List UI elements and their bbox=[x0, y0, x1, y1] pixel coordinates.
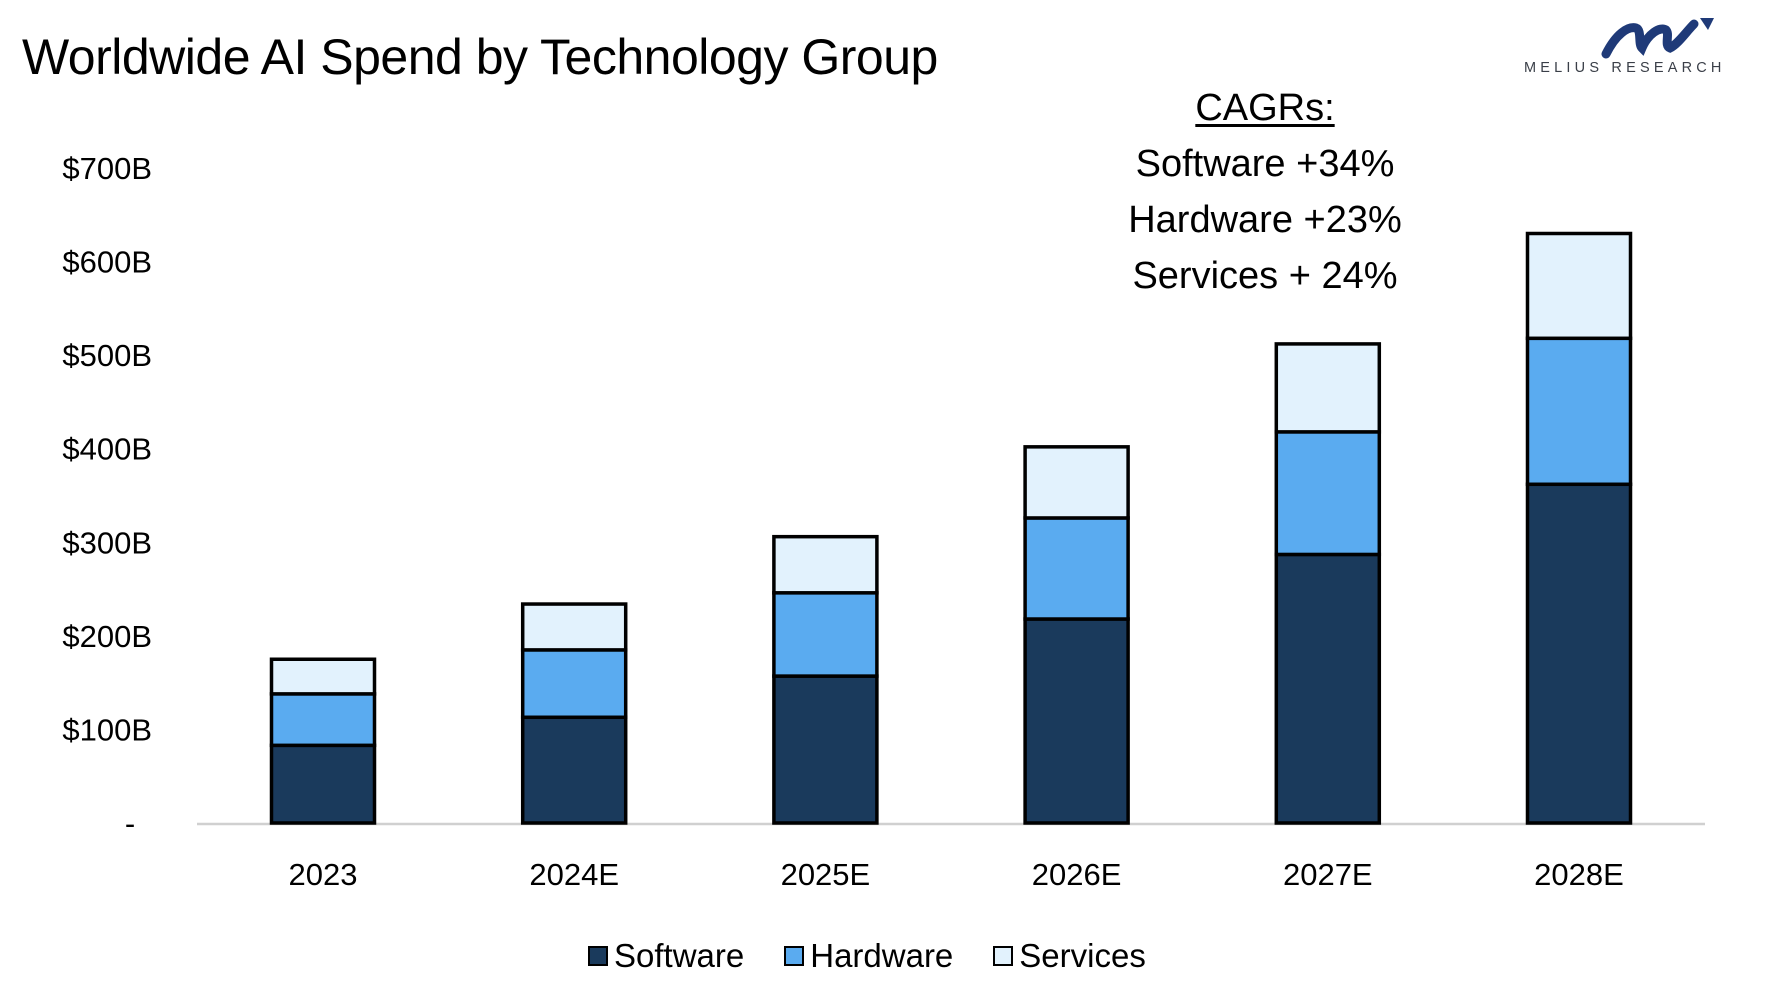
cagr-hardware: Hardware +23% bbox=[1128, 199, 1402, 241]
cagr-software: Software +34% bbox=[1135, 143, 1395, 185]
y-tick-label: $700B bbox=[62, 151, 152, 186]
x-tick-label: 2024E bbox=[529, 857, 619, 892]
legend-item-services: Services bbox=[993, 937, 1146, 975]
cagr-services: Services + 24% bbox=[1132, 255, 1398, 297]
legend-label-hardware: Hardware bbox=[810, 937, 954, 974]
x-tick-label: 2026E bbox=[1032, 857, 1122, 892]
chart-title: Worldwide AI Spend by Technology Group bbox=[22, 29, 938, 85]
x-tick-label: 2023 bbox=[289, 857, 358, 892]
legend-label-software: Software bbox=[614, 937, 745, 974]
bar-segment-hardware bbox=[1525, 336, 1633, 487]
bar-segment-software bbox=[1023, 617, 1130, 825]
bar-segment-hardware bbox=[269, 692, 377, 748]
bar-segment-software bbox=[1525, 482, 1633, 825]
logo-text: MELIUS RESEARCH bbox=[1524, 60, 1726, 76]
bar-group-2027E bbox=[1274, 342, 1382, 825]
bar-group-2023 bbox=[269, 657, 377, 825]
bar-group-2025E bbox=[772, 534, 879, 825]
x-tick-label: 2027E bbox=[1283, 857, 1373, 892]
cagr-annotation: CAGRs: Software +34% Hardware +23% Servi… bbox=[1080, 80, 1450, 304]
y-axis: - $100B $200B $300B $400B $500B $600B $700B bbox=[62, 151, 152, 841]
y-tick-label: $200B bbox=[62, 619, 152, 654]
y-tick-label: $100B bbox=[62, 712, 152, 747]
y-tick-label: $300B bbox=[62, 525, 152, 560]
legend-swatch-services bbox=[993, 946, 1014, 966]
x-axis: 2023 2024E 2025E 2026E 2027E 2028E bbox=[289, 857, 1624, 892]
bar-group-2028E bbox=[1525, 231, 1633, 825]
bar-segment-services bbox=[269, 657, 377, 696]
cagr-heading: CAGRs: bbox=[1195, 87, 1335, 129]
bar-segment-software bbox=[1274, 552, 1382, 825]
y-tick-label: $400B bbox=[62, 432, 152, 467]
bar-group-2026E bbox=[1023, 445, 1130, 825]
legend-item-software: Software bbox=[588, 937, 744, 975]
bar-segment-software bbox=[269, 743, 377, 825]
bar-segment-hardware bbox=[520, 648, 628, 720]
x-tick-label: 2025E bbox=[781, 857, 871, 892]
legend-label-services: Services bbox=[1019, 937, 1146, 974]
x-tick-label: 2028E bbox=[1534, 857, 1624, 892]
bar-segment-hardware bbox=[1274, 430, 1382, 557]
bar-segment-services bbox=[1274, 342, 1382, 434]
y-tick-label: - bbox=[125, 806, 135, 841]
bar-segment-services bbox=[1023, 445, 1130, 520]
bar-segment-software bbox=[520, 715, 628, 825]
bars bbox=[269, 231, 1633, 825]
bar-segment-services bbox=[520, 602, 628, 652]
bar-segment-software bbox=[772, 674, 879, 825]
bar-segment-services bbox=[772, 534, 879, 595]
melius-logo-icon bbox=[1601, 18, 1714, 59]
legend: Software Hardware Services bbox=[588, 937, 1186, 975]
y-tick-label: $600B bbox=[62, 245, 152, 280]
y-tick-label: $500B bbox=[62, 338, 152, 373]
legend-swatch-hardware bbox=[784, 946, 805, 966]
bar-group-2024E bbox=[520, 602, 628, 825]
bar-segment-hardware bbox=[772, 591, 879, 678]
bar-segment-hardware bbox=[1023, 516, 1130, 621]
legend-swatch-software bbox=[588, 946, 608, 966]
bar-segment-services bbox=[1525, 231, 1633, 341]
legend-item-hardware: Hardware bbox=[784, 937, 953, 975]
